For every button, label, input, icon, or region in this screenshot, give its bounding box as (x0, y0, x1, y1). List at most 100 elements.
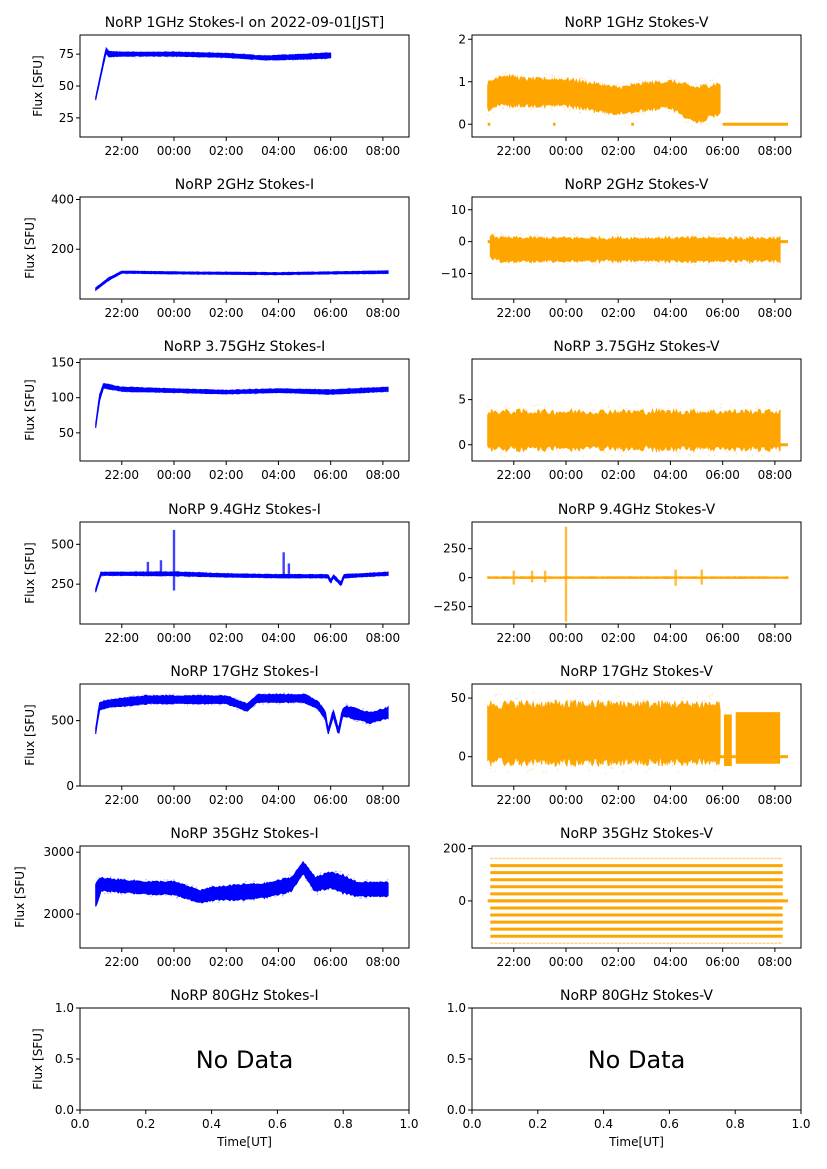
data-point (633, 235, 635, 237)
data-point (779, 452, 781, 454)
data-spike (530, 570, 534, 583)
y-axis-label: Flux [SFU] (23, 217, 37, 278)
y-tick-label: 500 (51, 714, 74, 728)
data-point (302, 692, 304, 695)
data-point (585, 79, 587, 81)
data-point (688, 448, 691, 451)
data-point (569, 109, 572, 112)
data-point (569, 108, 571, 111)
x-tick-label: 22:00 (104, 468, 139, 482)
data-point (752, 448, 755, 450)
data-point (292, 59, 295, 62)
data-point (616, 233, 618, 236)
data-point (500, 233, 503, 235)
x-tick-label: 04:00 (653, 793, 688, 807)
data-point (121, 893, 123, 896)
y-tick-label: 50 (59, 426, 74, 440)
panel-title: NoRP 3.75GHz Stokes-I (164, 339, 326, 355)
data-point (197, 693, 199, 695)
data-point (720, 403, 723, 406)
data-point (619, 406, 621, 408)
data-band (487, 699, 721, 768)
data-point (665, 107, 667, 110)
data-point (149, 895, 152, 898)
data-point (545, 771, 548, 774)
data-point (490, 233, 492, 235)
data-point (710, 698, 713, 701)
x-tick-label: 22:00 (496, 468, 531, 482)
plot-area (95, 46, 332, 101)
data-point (708, 454, 710, 456)
axes-frame (79, 683, 410, 787)
data-point (778, 450, 780, 453)
data-point (195, 886, 198, 888)
data-point (527, 770, 529, 773)
data-point (638, 232, 641, 235)
y-tick-label: 0 (458, 235, 466, 249)
data-point (103, 892, 106, 895)
data-point (691, 233, 693, 235)
data-point (689, 262, 691, 265)
data-point (163, 879, 166, 881)
data-spike (543, 570, 547, 583)
y-axis-label: Flux [SFU] (31, 55, 45, 116)
data-spike (146, 561, 150, 577)
x-tick-label: 22:00 (496, 793, 531, 807)
data-point (568, 233, 571, 235)
panel-1ghz-i: 25 50 75 22:00 00:00 02:00 04:00 06:00 08:00 NoRP… (31, 15, 410, 158)
data-point (656, 264, 658, 266)
data-point (668, 110, 671, 113)
data-point (573, 108, 575, 111)
data-point (542, 771, 545, 773)
data-point (535, 404, 537, 407)
y-tick-label: 2 (458, 32, 466, 46)
data-point (562, 264, 565, 267)
x-tick-label: 08:00 (758, 793, 793, 807)
data-band (95, 47, 332, 101)
x-tick-label: 0.4 (202, 1117, 221, 1131)
data-point (274, 896, 277, 898)
data-point (334, 870, 337, 872)
data-point (145, 693, 147, 696)
data-point (631, 763, 633, 766)
data-point (494, 232, 496, 234)
data-point (610, 767, 612, 770)
data-point (677, 771, 679, 773)
x-tick-label: 0.2 (528, 1117, 547, 1131)
x-tick-label: 06:00 (705, 793, 740, 807)
panel-80ghz-v: No Data 0.0 0.5 1.0 0.0 0.2 0.4 0.6 0.8 1.0 NoRP 8… (447, 988, 811, 1149)
x-tick-label: 04:00 (653, 631, 688, 645)
data-point (355, 720, 358, 723)
plot-area (95, 692, 389, 735)
data-point (569, 700, 571, 702)
axes-frame (79, 521, 410, 625)
plot-area (487, 71, 788, 128)
panel-94ghz-i: 250 500 22:00 00:00 02:00 04:00 06:00 08:00 NoRP… (23, 502, 410, 645)
data-point (592, 263, 595, 266)
axes-frame (471, 358, 802, 462)
plot-area (487, 692, 788, 775)
x-tick-label: 06:00 (705, 955, 740, 969)
data-point (643, 262, 646, 265)
data-point (218, 901, 220, 904)
data-point (763, 448, 765, 451)
y-tick-label: 0.5 (55, 1052, 74, 1066)
x-tick-label: 06:00 (705, 306, 740, 320)
data-point (692, 234, 695, 236)
data-point (499, 693, 502, 695)
data-point (622, 771, 624, 773)
axes-frame (79, 358, 410, 462)
data-point (630, 81, 633, 84)
data-point (283, 692, 286, 695)
y-tick-label: 500 (51, 537, 74, 551)
x-tick-label: 00:00 (549, 631, 584, 645)
y-tick-label: 0.0 (55, 1103, 74, 1117)
data-point (678, 80, 680, 82)
data-point (129, 706, 131, 708)
x-axis-label: Time[UT] (608, 1135, 664, 1149)
plot-area (95, 382, 389, 429)
data-point (696, 234, 699, 236)
data-point (696, 696, 699, 699)
data-point (300, 702, 303, 704)
data-point (706, 234, 709, 236)
